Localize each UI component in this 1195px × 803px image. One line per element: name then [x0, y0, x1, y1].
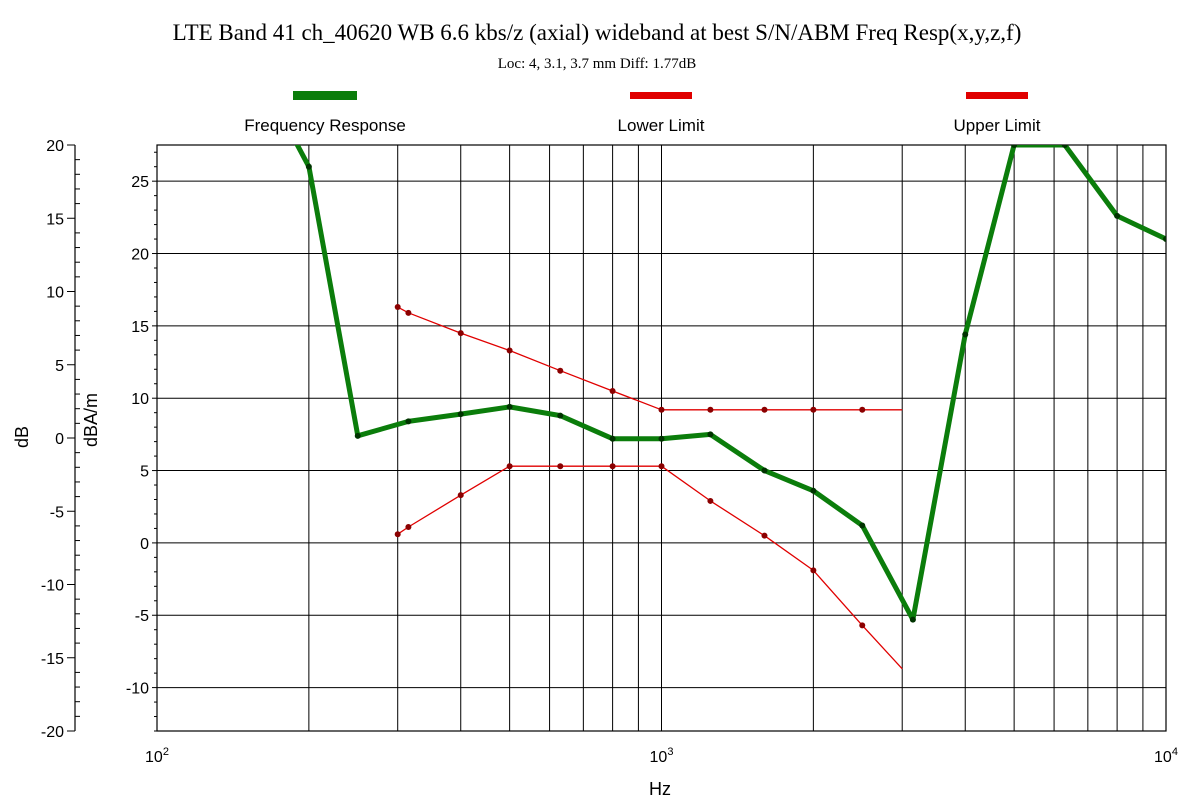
series-lower-limit: [394, 463, 903, 670]
right-tick-label: 20: [131, 247, 149, 264]
chart-title: LTE Band 41 ch_40620 WB 6.6 kbs/z (axial…: [173, 20, 1022, 45]
data-point: [962, 331, 969, 338]
chart-subtitle: Loc: 4, 3.1, 3.7 mm Diff: 1.77dB: [498, 56, 696, 72]
data-point: [761, 532, 768, 539]
data-point: [810, 487, 817, 494]
data-point: [658, 463, 665, 470]
left-tick-label: -5: [50, 504, 64, 521]
data-point: [609, 387, 616, 394]
plot-frame: [156, 144, 1167, 732]
x-tick-label: 104: [1154, 746, 1178, 766]
legend-label-upper-limit: Upper Limit: [954, 116, 1041, 135]
data-point: [1163, 236, 1166, 243]
data-point: [405, 418, 412, 425]
right-tick-label: 25: [131, 174, 149, 191]
data-point: [707, 431, 714, 438]
series-layer: [294, 145, 1166, 670]
right-axis: 25 20 15 10 5 0 -5 -10: [126, 151, 157, 732]
data-point: [457, 411, 464, 418]
data-point: [1114, 212, 1121, 219]
data-point: [859, 406, 866, 413]
data-point: [810, 567, 817, 574]
left-tick-label: -20: [41, 724, 64, 741]
series-line: [397, 465, 903, 670]
left-tick-label: 20: [46, 138, 64, 155]
right-tick-label: 10: [131, 391, 149, 408]
x-tick-label: 102: [145, 746, 169, 766]
right-axis-label: dBA/m: [81, 393, 101, 447]
data-point: [707, 497, 714, 504]
data-point: [394, 304, 401, 311]
x-axis: 102 103 104: [145, 746, 1178, 766]
left-tick-label: -15: [41, 651, 64, 668]
legend: Frequency Response Lower Limit Upper Lim…: [244, 91, 1041, 135]
data-point: [457, 492, 464, 499]
right-tick-label: 15: [131, 319, 149, 336]
data-point: [1061, 145, 1068, 148]
legend-swatch-lower-limit: [630, 92, 692, 99]
legend-label-frequency-response: Frequency Response: [244, 116, 406, 135]
data-point: [609, 435, 616, 442]
data-point: [1011, 145, 1018, 148]
data-point: [557, 463, 564, 470]
data-point: [405, 523, 412, 530]
right-tick-label: -5: [135, 608, 149, 625]
data-point: [658, 435, 665, 442]
data-point: [506, 347, 513, 354]
series-line: [397, 306, 903, 411]
left-tick-label: 10: [46, 285, 64, 302]
data-point: [557, 412, 564, 419]
legend-swatch-frequency-response: [293, 91, 357, 100]
data-point: [506, 403, 513, 410]
right-tick-label: 0: [140, 536, 149, 553]
data-point: [506, 463, 513, 470]
legend-swatch-upper-limit: [966, 92, 1028, 99]
left-tick-label: 5: [55, 358, 64, 375]
data-point: [859, 622, 866, 629]
data-point: [761, 406, 768, 413]
left-tick-label: -10: [41, 578, 64, 595]
data-point: [707, 406, 714, 413]
x-tick-label: 103: [650, 746, 674, 766]
legend-label-lower-limit: Lower Limit: [618, 116, 705, 135]
left-tick-label: 0: [55, 431, 64, 448]
data-point: [305, 163, 312, 170]
data-point: [557, 367, 564, 374]
x-axis-label: Hz: [649, 779, 671, 799]
data-point: [609, 463, 616, 470]
data-point: [810, 406, 817, 413]
series-upper-limit: [394, 304, 903, 413]
data-point: [394, 531, 401, 538]
data-point: [909, 616, 916, 623]
left-axis: 20 15 10 5 0 -5 -10 -15 -20: [41, 138, 80, 741]
right-tick-label: 5: [140, 464, 149, 481]
data-point: [658, 406, 665, 413]
data-point: [354, 432, 361, 439]
series-line: [294, 145, 1166, 623]
left-axis-label: dB: [12, 426, 32, 448]
left-tick-label: 15: [46, 211, 64, 228]
data-point: [761, 467, 768, 474]
data-point: [405, 309, 412, 316]
series-frequency-response: [294, 145, 1166, 623]
data-point: [859, 522, 866, 529]
data-point: [457, 330, 464, 337]
right-tick-label: -10: [126, 681, 149, 698]
